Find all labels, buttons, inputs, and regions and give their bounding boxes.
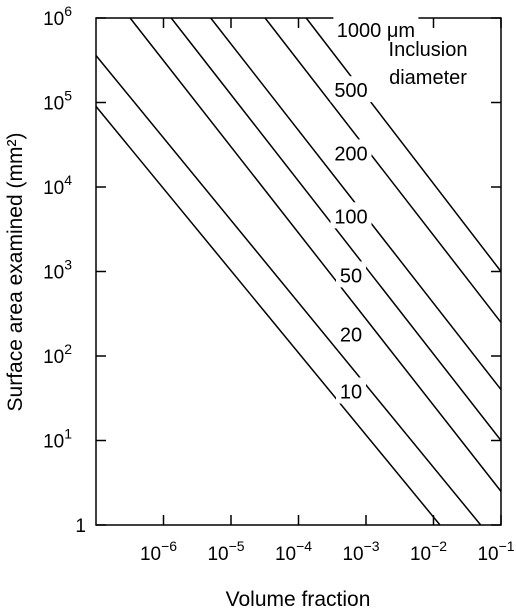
series-line-100 [170, 17, 502, 441]
series-label-100: 100 [334, 206, 367, 228]
legend-title-line-2: diameter [389, 67, 467, 89]
series-label-1000-m: 1000 μm [337, 20, 415, 42]
series-label-bg-1000-m [333, 16, 419, 43]
y-tick-label: 102 [43, 341, 72, 368]
series-line-10 [95, 105, 441, 526]
plot-frame [95, 17, 502, 526]
series-label-bg-100 [330, 202, 372, 229]
x-tick-label: 10−3 [342, 538, 379, 565]
x-tick-label: 10−4 [275, 538, 312, 565]
series-label-bg-10 [336, 377, 366, 404]
x-tick-label: 10−1 [477, 538, 514, 565]
series-line-50 [129, 17, 502, 492]
series-line-20 [95, 55, 482, 526]
x-axis-ticks: 10−6 10−5 10−4 10−3 10−2 10−1 [140, 18, 515, 565]
x-tick-label: 10−2 [410, 538, 447, 565]
y-axis-ticks: 1 101 102 103 104 105 106 [43, 3, 501, 537]
series-label-bg-200 [330, 139, 372, 166]
series-label-50: 50 [340, 265, 362, 287]
series-label-20: 20 [340, 324, 362, 346]
series-line-1000-m [305, 17, 502, 272]
x-tick-label: 10−5 [207, 538, 244, 565]
series-label-bg-50 [336, 261, 366, 288]
x-tick-label: 10−6 [140, 538, 177, 565]
y-tick-label: 105 [43, 88, 72, 115]
y-tick-label: 106 [43, 3, 72, 30]
series-label-bg-20 [336, 320, 366, 347]
y-tick-label: 103 [43, 257, 72, 284]
y-tick-label: 101 [43, 426, 72, 453]
series-line-500 [264, 17, 502, 323]
series-label-200: 200 [334, 143, 367, 165]
series-label-10: 10 [340, 382, 362, 404]
x-axis-label: Volume fraction [226, 588, 371, 611]
series-label-bg-500 [330, 76, 372, 103]
y-axis-label: Surface area examined (mm²) [4, 133, 27, 412]
y-tick-label: 104 [43, 172, 72, 199]
y-tick-label: 1 [75, 516, 86, 537]
series-label-500: 500 [334, 80, 367, 102]
series-labels: 10 20 50 100 200 500 1000 μm [330, 16, 419, 404]
series-layer [95, 17, 502, 526]
legend-title-line-1: Inclusion [389, 39, 468, 61]
